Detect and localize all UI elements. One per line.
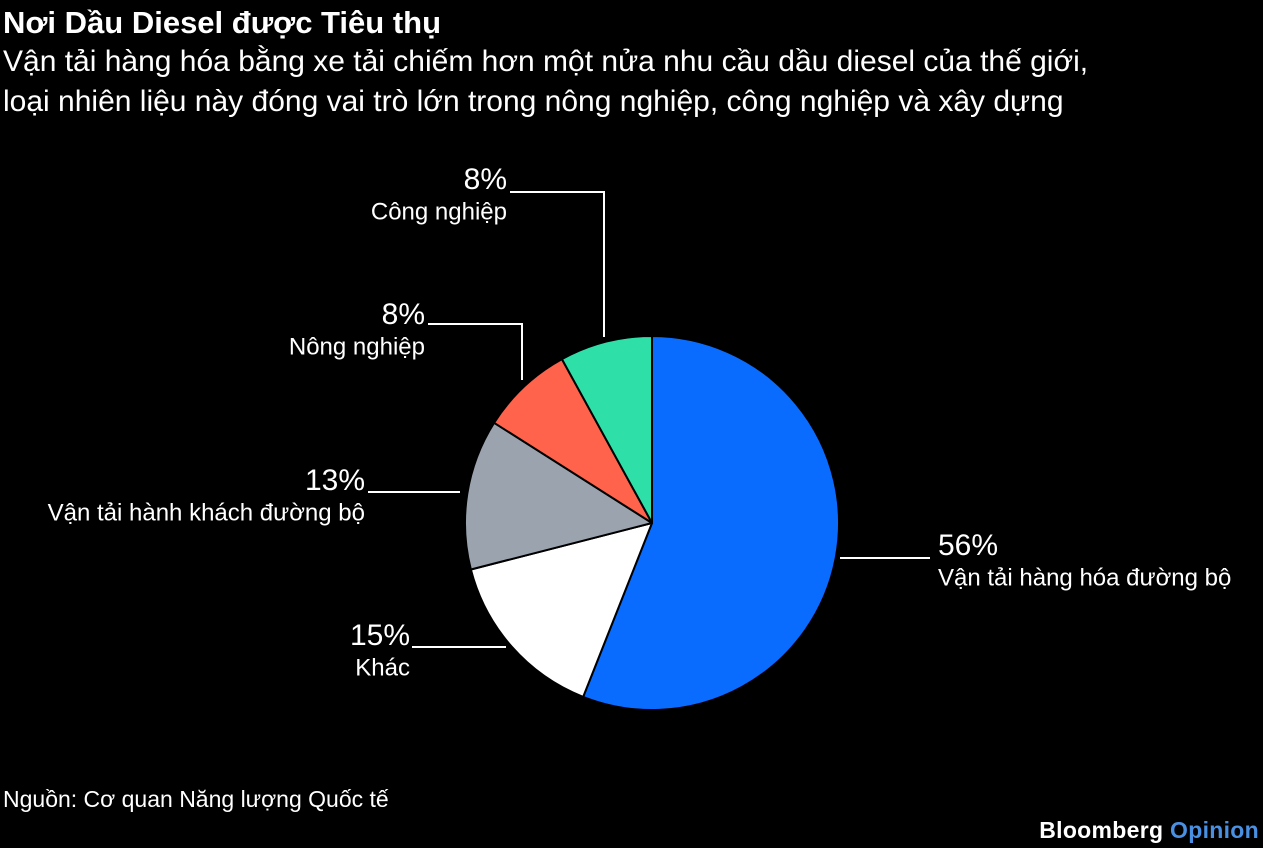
subtitle-line-2: loại nhiên liệu này đóng vai trò lớn tro… <box>3 85 1064 118</box>
pie-slice-cong-nghiep <box>560 335 653 524</box>
category-label-van-tai-hang-hoa-duong-bo: Vận tải hàng hóa đường bộ <box>938 564 1231 591</box>
pie-slice-nong-nghiep <box>493 358 653 524</box>
data-label-khac: 15% <box>350 619 410 652</box>
data-label-van-tai-hanh-khach-duong-bo: 13% <box>305 464 365 497</box>
pie-slice-van-tai-hang-hoa-duong-bo <box>582 335 840 711</box>
leader-line-cong-nghiep <box>510 191 605 337</box>
subtitle-line-1: Vận tải hàng hóa bằng xe tải chiếm hơn m… <box>3 45 1089 78</box>
source-note: Nguồn: Cơ quan Năng lượng Quốc tế <box>3 786 389 812</box>
data-label-van-tai-hang-hoa-duong-bo: 56% <box>938 529 998 562</box>
pie-slice-khac <box>469 522 653 698</box>
pie-slice-van-tai-hanh-khach-duong-bo <box>464 421 653 571</box>
data-label-nong-nghiep: 8% <box>382 298 425 331</box>
category-label-van-tai-hanh-khach-duong-bo: Vận tải hành khách đường bộ <box>48 499 365 526</box>
category-label-cong-nghiep: Công nghiệp <box>371 198 507 225</box>
chart-subtitle: Vận tải hàng hóa bằng xe tải chiếm hơn m… <box>3 42 1253 122</box>
brand-opinion: Opinion <box>1170 817 1259 843</box>
bloomberg-opinion-logo: Bloomberg Opinion <box>1039 815 1259 845</box>
chart-title: Nơi Dầu Diesel được Tiêu thụ <box>3 5 442 40</box>
category-label-khac: Khác <box>355 654 410 681</box>
brand-bloomberg: Bloomberg <box>1039 817 1164 843</box>
leader-line-nong-nghiep <box>428 323 523 380</box>
data-label-cong-nghiep: 8% <box>464 163 507 196</box>
category-label-nong-nghiep: Nông nghiệp <box>289 333 425 360</box>
